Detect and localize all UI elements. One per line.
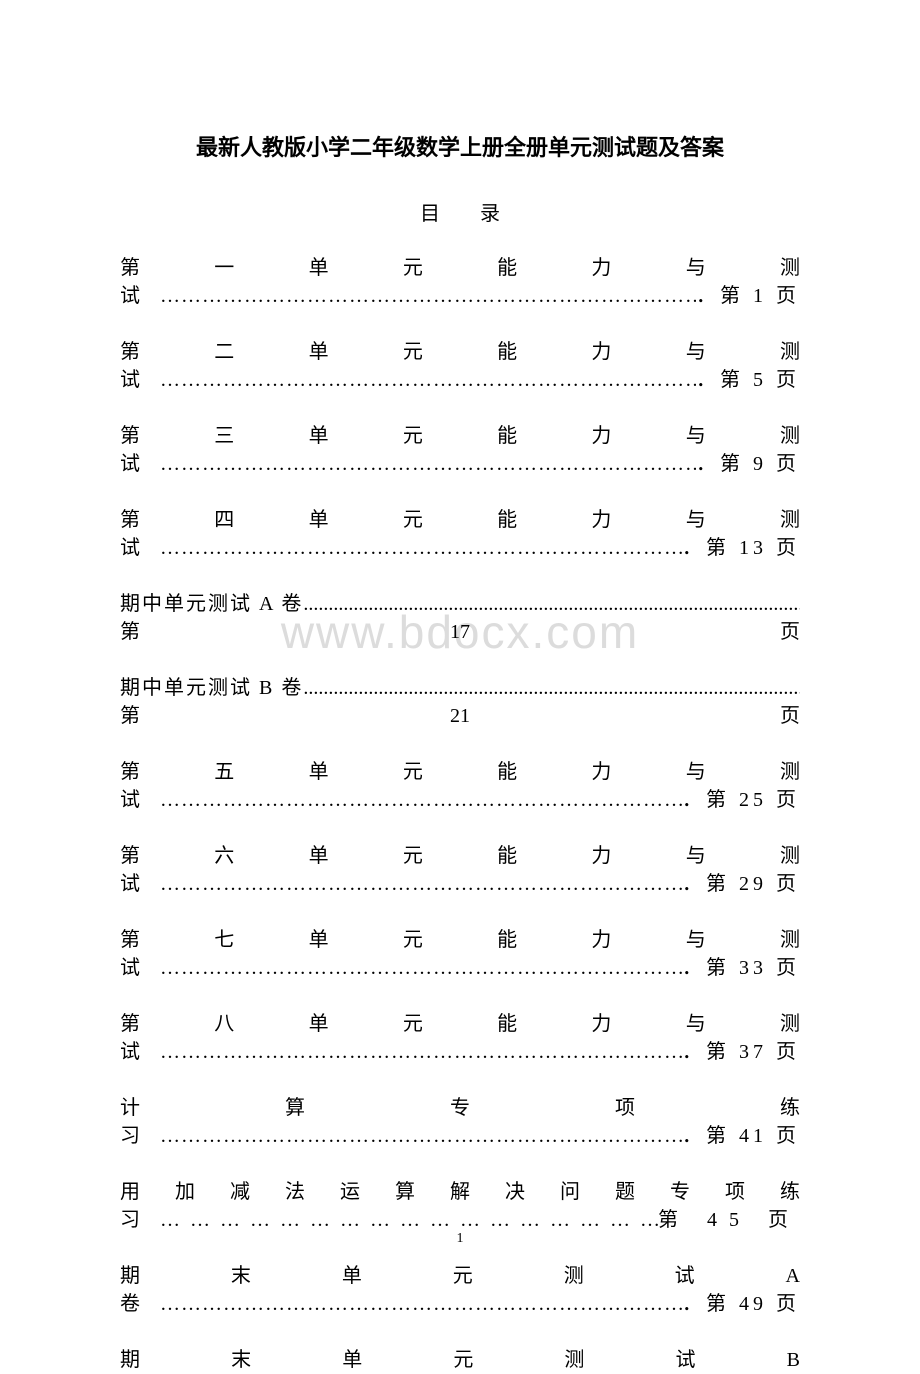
toc-entry-pageline: 习 ………………………………………………………………………………………………………: [120, 1122, 800, 1150]
toc-entry-prefix: 试: [120, 534, 160, 562]
toc-entry-prefix: 试: [120, 366, 160, 394]
document-content: 最新人教版小学二年级数学上册全册单元测试题及答案 目录 第一单元能力与测试 ………: [120, 130, 800, 1374]
toc-entry-prefix: 试: [120, 1038, 160, 1066]
toc-leader-dots: …………………………………………………………………………………………………………: [160, 1290, 682, 1318]
toc-leader-dots: ........................................…: [303, 674, 800, 702]
toc-entry-prefix: 试: [120, 282, 160, 310]
toc-entry-pageline: 试 ………………………………………………………………………………………………………: [120, 1038, 800, 1066]
toc-entry-label: 期中单元测试 A 卷: [120, 590, 303, 618]
toc-page-number: ．第 29 页: [682, 870, 800, 898]
toc-page-number: ．第 25 页: [682, 786, 800, 814]
toc-page-number: ．第 37 页: [682, 1038, 800, 1066]
toc-entry: 第五单元能力与测试 …………………………………………………………………………………: [120, 758, 800, 814]
toc-entry-title-line: 期中单元测试 B 卷 .............................…: [120, 674, 800, 702]
toc-entry: 第一单元能力与测试 …………………………………………………………………………………: [120, 254, 800, 310]
toc-leader-dots: …………………………………………………………………………………………………………: [160, 450, 696, 478]
toc-entry: 计算专项练习 …………………………………………………………………………………………: [120, 1094, 800, 1150]
toc-page-number: ．第 49 页: [682, 1290, 800, 1318]
toc-entry-prefix: 卷: [120, 1290, 160, 1318]
toc-entry-title: 第八单元能力与测: [120, 1010, 800, 1038]
document-title: 最新人教版小学二年级数学上册全册单元测试题及答案: [120, 130, 800, 162]
toc-page-number: ．第 1 页: [696, 282, 800, 310]
toc-leader-dots: …………………………………………………………………………………………………………: [160, 870, 682, 898]
toc-entry-label: 期中单元测试 B 卷: [120, 674, 303, 702]
toc-entry-title: 第六单元能力与测: [120, 842, 800, 870]
toc-entry-pageline: 试 ………………………………………………………………………………………………………: [120, 282, 800, 310]
toc-entry-title: 期末单元测试A: [120, 1262, 800, 1290]
toc-entry-page-spread: 第21页: [120, 702, 800, 730]
toc-entry: 第二单元能力与测试 …………………………………………………………………………………: [120, 338, 800, 394]
toc-page-number: 第 45 页: [658, 1206, 800, 1234]
toc-entry: 期中单元测试 B 卷 .............................…: [120, 674, 800, 730]
toc-entry-pageline: 试 ………………………………………………………………………………………………………: [120, 954, 800, 982]
toc-entry-title: 用加减法运算解决问题专项练: [120, 1178, 800, 1206]
toc-leader-dots: …………………………………………………………………………………………………………: [160, 534, 682, 562]
toc-page-number: ．第 33 页: [682, 954, 800, 982]
toc-leader-dots: ........................................…: [303, 590, 800, 618]
toc-entry-title: 计算专项练: [120, 1094, 800, 1122]
toc-entry-title: 第四单元能力与测: [120, 506, 800, 534]
toc-entry-page-spread: 第17页: [120, 618, 800, 646]
toc-entry: 第八单元能力与测试 …………………………………………………………………………………: [120, 1010, 800, 1066]
toc-entry-title: 第二单元能力与测: [120, 338, 800, 366]
toc-entry: 期中单元测试 A 卷 .............................…: [120, 590, 800, 646]
toc-entry: 用加减法运算解决问题专项练习 …………………………………………………………第 4…: [120, 1178, 800, 1234]
toc-entry-prefix: 习: [120, 1206, 160, 1234]
toc-page-number: ．第 9 页: [696, 450, 800, 478]
toc-leader-dots: …………………………………………………………………………………………………………: [160, 954, 682, 982]
toc-entry: 第六单元能力与测试 …………………………………………………………………………………: [120, 842, 800, 898]
toc-entry-title: 第五单元能力与测: [120, 758, 800, 786]
toc-entry-prefix: 习: [120, 1122, 160, 1150]
toc-page-number: ．第 5 页: [696, 366, 800, 394]
toc-entry: 期末单元测试A卷 ……………………………………………………………………………………: [120, 1262, 800, 1318]
toc-entry-title: 第一单元能力与测: [120, 254, 800, 282]
toc-entry-prefix: 试: [120, 870, 160, 898]
toc-list: 第一单元能力与测试 …………………………………………………………………………………: [120, 254, 800, 1374]
toc-entry-pageline: 习 …………………………………………………………第 45 页: [120, 1206, 800, 1234]
toc-page-number: ．第 41 页: [682, 1122, 800, 1150]
toc-leader-dots: …………………………………………………………………………………………………………: [160, 1038, 682, 1066]
toc-entry-pageline: 试 ………………………………………………………………………………………………………: [120, 786, 800, 814]
toc-entry-title-line: 期中单元测试 A 卷 .............................…: [120, 590, 800, 618]
toc-leader-dots: …………………………………………………………………………………………………………: [160, 1122, 682, 1150]
toc-entry-title: 期末单元测试B: [120, 1346, 800, 1374]
toc-leader-dots: …………………………………………………………………………………………………………: [160, 282, 696, 310]
toc-entry-prefix: 试: [120, 450, 160, 478]
toc-page-number: ．第 13 页: [682, 534, 800, 562]
toc-entry-title: 第七单元能力与测: [120, 926, 800, 954]
toc-entry: 第七单元能力与测试 …………………………………………………………………………………: [120, 926, 800, 982]
toc-header: 目录: [120, 197, 800, 226]
toc-entry-pageline: 试 ………………………………………………………………………………………………………: [120, 366, 800, 394]
toc-entry-pageline: 试 ………………………………………………………………………………………………………: [120, 534, 800, 562]
toc-entry-prefix: 试: [120, 954, 160, 982]
toc-leader-dots: …………………………………………………………: [160, 1206, 658, 1234]
toc-entry-pageline: 试 ………………………………………………………………………………………………………: [120, 450, 800, 478]
toc-entry-pageline: 试 ………………………………………………………………………………………………………: [120, 870, 800, 898]
toc-entry-prefix: 试: [120, 786, 160, 814]
toc-entry: 第三单元能力与测试 …………………………………………………………………………………: [120, 422, 800, 478]
toc-entry: 期末单元测试B: [120, 1346, 800, 1374]
toc-leader-dots: …………………………………………………………………………………………………………: [160, 366, 696, 394]
toc-entry: 第四单元能力与测试 …………………………………………………………………………………: [120, 506, 800, 562]
toc-leader-dots: …………………………………………………………………………………………………………: [160, 786, 682, 814]
toc-entry-pageline: 卷 ………………………………………………………………………………………………………: [120, 1290, 800, 1318]
toc-entry-title: 第三单元能力与测: [120, 422, 800, 450]
